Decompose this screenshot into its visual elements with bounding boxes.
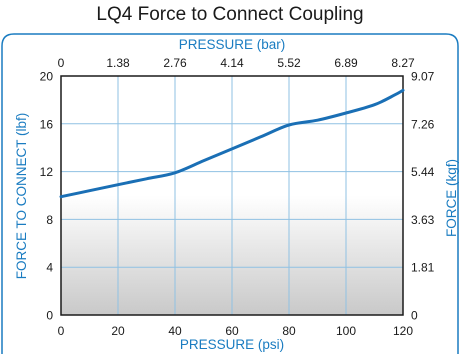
series-group xyxy=(59,88,405,199)
y-axis-label: FORCE TO CONNECT (lbf) xyxy=(14,113,29,280)
y2-tick-label: 0 xyxy=(411,309,418,323)
x-axis-label: PRESSURE (psi) xyxy=(180,337,284,352)
y-tick-label: 12 xyxy=(40,165,54,179)
y-tick-label: 20 xyxy=(40,70,54,84)
y-tick-label: 16 xyxy=(40,117,54,131)
x2-tick-label: 8.27 xyxy=(391,56,415,70)
y-tick-label: 4 xyxy=(46,261,53,275)
y2-axis-label: FORCE (kgf) xyxy=(444,159,459,237)
x-tick-label: 60 xyxy=(225,324,239,338)
x-tick-label: 0 xyxy=(58,324,65,338)
x2-tick-label: 2.76 xyxy=(163,56,187,70)
x2-tick-label: 0 xyxy=(58,56,65,70)
x2-tick-label: 5.52 xyxy=(277,56,301,70)
y2-tick-label: 9.07 xyxy=(411,70,435,84)
x-tick-label: 120 xyxy=(393,324,413,338)
x2-tick-label: 4.14 xyxy=(220,56,244,70)
y2-tick-label: 3.63 xyxy=(411,213,435,227)
y2-tick-label: 5.44 xyxy=(411,165,435,179)
series-line xyxy=(59,88,405,199)
x-tick-label: 100 xyxy=(336,324,356,338)
chart-frame xyxy=(1,33,459,354)
y-tick-label: 0 xyxy=(46,309,53,323)
x-tick-label: 80 xyxy=(282,324,296,338)
y2-tick-label: 1.81 xyxy=(411,261,435,275)
chart-title: LQ4 Force to Connect Coupling xyxy=(96,4,364,25)
y-tick-label: 8 xyxy=(46,213,53,227)
x2-tick-label: 6.89 xyxy=(334,56,358,70)
x-tick-label: 20 xyxy=(111,324,125,338)
x-tick-label: 40 xyxy=(168,324,182,338)
y2-tick-label: 7.26 xyxy=(411,117,435,131)
grid xyxy=(61,76,403,315)
x2-axis-label: PRESSURE (bar) xyxy=(179,37,286,52)
x2-tick-label: 1.38 xyxy=(106,56,130,70)
